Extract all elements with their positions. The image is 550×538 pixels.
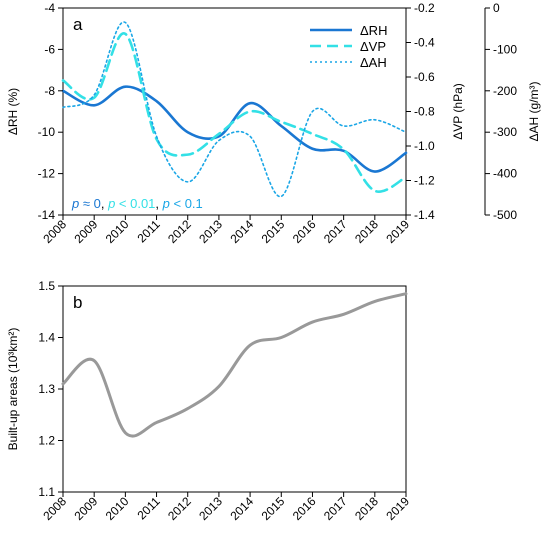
series-line-delta-rh — [61, 85, 408, 173]
vp-tick-label: -0.2 — [414, 1, 435, 15]
panel-a-x-tick-label: 2015 — [259, 217, 288, 246]
series-line-delta-vp — [61, 32, 408, 193]
panel-b-x-tick-label: 2014 — [227, 494, 256, 523]
vp-tick-label: -1.4 — [414, 208, 435, 222]
vp-tick-label: -1.2 — [414, 174, 435, 188]
ah-tick-label: -300 — [493, 125, 517, 139]
panel-b-x-tick-label: 2010 — [103, 494, 132, 523]
significance-note-part: p — [71, 196, 79, 211]
ah-axis-label: ΔAH (g/m³) — [527, 81, 541, 141]
vp-tick-label: -0.8 — [414, 105, 435, 119]
ah-tick-label: 0 — [493, 1, 500, 15]
built-up-tick-label: 1.4 — [38, 331, 55, 345]
legend-label: ΔRH — [360, 23, 387, 38]
panel-b-x-tick-label: 2019 — [383, 494, 412, 523]
built-up-tick-label: 1.1 — [38, 485, 55, 499]
significance-note-part: < 0.01 — [115, 196, 155, 211]
panel-b-plot-frame — [62, 285, 407, 493]
panel-b-letter: b — [73, 293, 82, 312]
rh-tick-label: -6 — [44, 42, 55, 56]
panel-a-x-tick-label: 2010 — [103, 217, 132, 246]
rh-tick-label: -12 — [38, 167, 56, 181]
panel-a-x-tick-label: 2019 — [383, 217, 412, 246]
panel-a-letter: a — [73, 15, 83, 34]
vp-tick-label: -1.0 — [414, 139, 435, 153]
panel-b-x-tick-label: 2017 — [321, 494, 350, 523]
legend-label: ΔVP — [360, 39, 386, 54]
vp-axis-label: ΔVP (hPa) — [451, 83, 465, 139]
significance-note-part: ≈ 0 — [79, 196, 101, 211]
significance-note-part: p — [162, 196, 170, 211]
panel-a-x-tick-label: 2014 — [227, 217, 256, 246]
rh-tick-label: -4 — [44, 1, 55, 15]
built-up-tick-label: 1.5 — [38, 279, 55, 293]
rh-tick-label: -8 — [44, 84, 55, 98]
vp-tick-label: -0.6 — [414, 70, 435, 84]
panel-b-x-tick-label: 2015 — [259, 494, 288, 523]
panel-b-x-tick-label: 2012 — [165, 494, 194, 523]
panel-a-x-tick-label: 2013 — [196, 217, 225, 246]
panel-a-x-tick-label: 2012 — [165, 217, 194, 246]
series-line-delta-ah — [62, 21, 407, 198]
built-up-axis-label: Built-up areas (10³km²) — [6, 328, 20, 451]
panel-b-x-tick-label: 2013 — [196, 494, 225, 523]
built-up-tick-label: 1.3 — [38, 382, 55, 396]
built-up-area-line — [61, 292, 408, 438]
panel-b-x-tick-label: 2009 — [72, 494, 101, 523]
vp-tick-label: -0.4 — [414, 36, 435, 50]
rh-tick-label: -10 — [38, 125, 56, 139]
ah-tick-label: -400 — [493, 167, 517, 181]
significance-note-part: , — [101, 196, 108, 211]
panel-a-x-tick-label: 2016 — [290, 217, 319, 246]
panel-b: b Built-up areas (10³km²) — [6, 285, 408, 493]
ah-tick-label: -100 — [493, 42, 517, 56]
built-up-tick-label: 1.2 — [38, 434, 55, 448]
panel-a: a ΔRH (%) ΔVP (hPa) ΔAH (g/m³) ΔRHΔVPΔAH… — [6, 7, 541, 216]
panel-a-x-tick-label: 2017 — [321, 217, 350, 246]
left-axis-label: ΔRH (%) — [6, 88, 20, 135]
ah-tick-label: -200 — [493, 84, 517, 98]
panel-b-series — [61, 292, 408, 438]
significance-note-part: , — [155, 196, 162, 211]
panel-a-x-tick-label: 2018 — [352, 217, 381, 246]
significance-note: p ≈ 0, p < 0.01, p < 0.1 — [71, 196, 203, 211]
significance-note-part: < 0.1 — [170, 196, 203, 211]
ah-tick-label: -500 — [493, 208, 517, 222]
panel-a-plot-frame — [62, 7, 407, 216]
panel-a-x-tick-label: 2009 — [72, 217, 101, 246]
legend-label: ΔAH — [360, 55, 387, 70]
significance-note-part: p — [107, 196, 115, 211]
panel-a-x-tick-label: 2011 — [135, 217, 163, 245]
panel-b-x-tick-label: 2016 — [290, 494, 319, 523]
panel-b-x-tick-label: 2011 — [135, 494, 163, 522]
panel-b-x-tick-label: 2018 — [352, 494, 381, 523]
panel-a-series — [61, 21, 408, 198]
rh-tick-label: -14 — [38, 208, 56, 222]
